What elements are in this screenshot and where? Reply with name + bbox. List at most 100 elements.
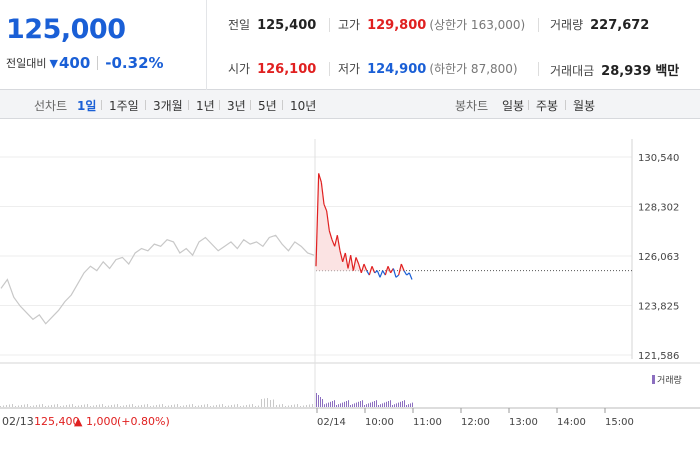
change-percent: -0.32% xyxy=(105,54,164,72)
chart-period-tabs: 선차트 1일 1주일 3개월 1년 3년 5년 10년 봉차트 일봉 주봉 월봉 xyxy=(0,90,700,119)
volume-bar xyxy=(332,401,333,407)
volume-bar xyxy=(406,405,407,407)
volume-bar xyxy=(370,402,371,407)
volume-bar xyxy=(309,404,310,407)
volume-bar xyxy=(322,399,323,407)
y-tick-label: 121,586 xyxy=(638,351,679,362)
volume-bar xyxy=(66,405,67,407)
volume-bar xyxy=(267,398,268,407)
volume-bar xyxy=(114,404,115,407)
volume-bar xyxy=(228,405,229,407)
tab-3year[interactable]: 3년 xyxy=(227,99,246,113)
today-price-segment xyxy=(398,263,402,276)
volume-bar xyxy=(138,405,139,407)
today-price-segment xyxy=(315,173,320,267)
stat-label: 고가 xyxy=(338,18,361,32)
volume-bar xyxy=(159,404,160,407)
volume-bar xyxy=(366,404,367,407)
volume-bar xyxy=(18,405,19,407)
today-price-segment xyxy=(360,263,365,274)
volume-bars xyxy=(0,393,413,407)
prev-day-change-pct: (+0.80%) xyxy=(117,415,170,428)
volume-bar xyxy=(358,401,359,407)
volume-bar xyxy=(326,403,327,407)
today-price-segment xyxy=(318,173,322,183)
volume-bar xyxy=(372,401,373,407)
divider xyxy=(329,62,330,76)
volume-bar xyxy=(303,405,304,407)
today-price-segment xyxy=(400,263,405,271)
volume-bar xyxy=(165,406,166,407)
divider xyxy=(329,18,330,32)
volume-bar xyxy=(102,404,103,407)
stat-high: 고가 129,800 (상한가 163,000) xyxy=(338,16,525,33)
stat-limit: (하한가 87,800) xyxy=(429,62,518,76)
volume-bar xyxy=(279,404,280,407)
volume-bar xyxy=(189,404,190,407)
volume-bar xyxy=(408,404,409,407)
volume-bar xyxy=(350,405,351,407)
volume-bar xyxy=(63,405,64,407)
tab-5year[interactable]: 5년 xyxy=(258,99,277,113)
today-price-segment xyxy=(328,230,333,240)
volume-bar xyxy=(392,405,393,407)
prev-day-summary: 02/13 125,400 ▲ 1,000 (+0.80%) xyxy=(2,415,170,428)
divider xyxy=(219,100,220,110)
tab-1day[interactable]: 1일 xyxy=(77,99,97,113)
volume-bar xyxy=(132,404,133,407)
stat-prev-close: 전일 125,400 xyxy=(228,16,316,33)
volume-bar xyxy=(297,404,298,407)
y-axis-labels: 130,540 128,302 126,063 123,825 121,586 xyxy=(638,153,679,362)
volume-bar xyxy=(338,404,339,407)
divider xyxy=(538,62,539,76)
stat-label: 시가 xyxy=(228,62,251,76)
prev-day-price-line xyxy=(0,234,315,325)
volume-bar xyxy=(240,406,241,407)
tab-3month[interactable]: 3개월 xyxy=(153,99,183,113)
volume-bar xyxy=(398,402,399,407)
today-price-segment xyxy=(379,270,384,278)
volume-bar xyxy=(183,405,184,407)
volume-bar xyxy=(243,405,244,407)
volume-bar xyxy=(255,406,256,407)
volume-bar xyxy=(75,406,76,407)
volume-bar xyxy=(12,404,13,407)
stat-volume: 거래량 227,672 xyxy=(550,16,649,33)
volume-bar xyxy=(0,406,1,407)
volume-bar xyxy=(270,400,271,407)
tab-10year[interactable]: 10년 xyxy=(290,99,317,113)
tab-1year[interactable]: 1년 xyxy=(196,99,215,113)
volume-bar xyxy=(412,402,413,407)
tab-1week[interactable]: 1주일 xyxy=(109,99,139,113)
volume-bar xyxy=(334,400,335,407)
change-label: 전일대비 xyxy=(6,57,47,70)
today-price-segment xyxy=(363,263,368,271)
tab-monthly-candle[interactable]: 월봉 xyxy=(573,99,596,113)
volume-bar xyxy=(354,403,355,407)
stat-value: 124,900 xyxy=(367,62,427,77)
today-price-segment xyxy=(390,268,394,274)
volume-bar xyxy=(87,404,88,407)
tab-weekly-candle[interactable]: 주봉 xyxy=(536,99,559,113)
x-tick-label: 12:00 xyxy=(461,417,490,428)
volume-bar xyxy=(237,404,238,407)
volume-bar xyxy=(117,404,118,407)
volume-bar xyxy=(390,400,391,407)
divider xyxy=(538,18,539,32)
up-area-fill xyxy=(316,173,412,271)
divider xyxy=(101,100,102,110)
x-tick-label: 13:00 xyxy=(509,417,538,428)
volume-bar xyxy=(60,406,61,407)
volume-bar xyxy=(348,400,349,407)
volume-legend-label: 거래량 xyxy=(657,374,682,386)
volume-bar xyxy=(51,405,52,407)
volume-bar xyxy=(93,405,94,407)
up-arrow-icon: ▲ xyxy=(74,415,83,428)
volume-bar xyxy=(342,402,343,407)
stat-limit: (상한가 163,000) xyxy=(429,18,526,32)
volume-bar xyxy=(402,401,403,407)
volume-bar xyxy=(312,404,313,407)
tab-daily-candle[interactable]: 일봉 xyxy=(502,99,525,113)
volume-bar xyxy=(30,406,31,407)
volume-bar xyxy=(213,405,214,407)
